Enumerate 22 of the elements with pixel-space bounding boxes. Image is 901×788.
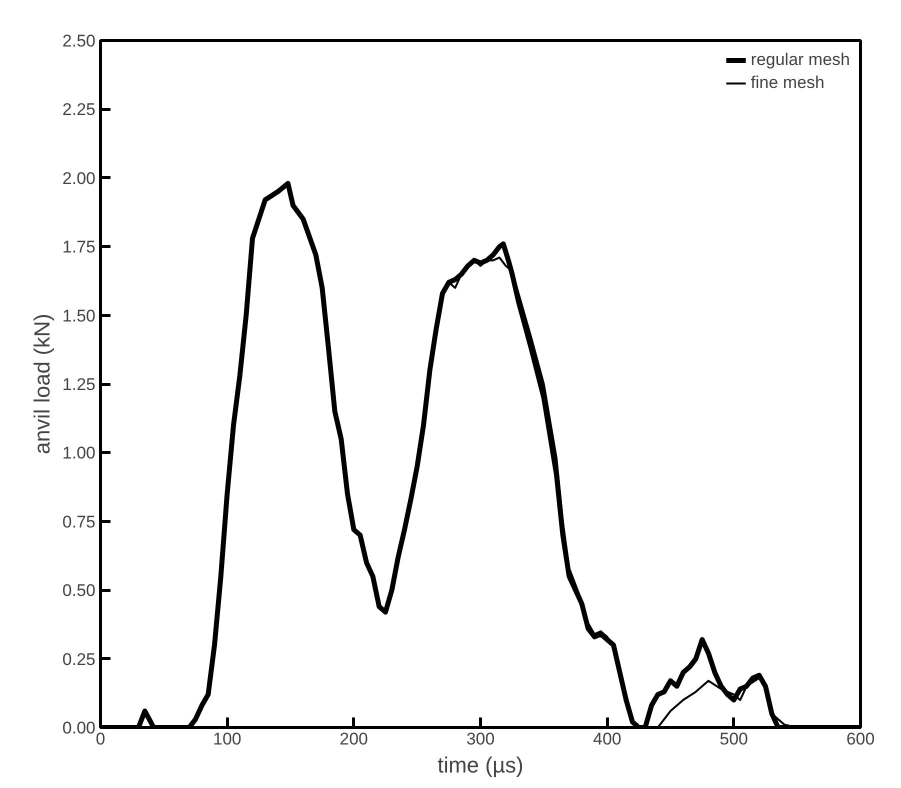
y-tick-label: 1.00	[62, 444, 96, 463]
y-tick-label: 2.25	[62, 100, 96, 120]
x-tick-label: 300	[466, 730, 495, 748]
y-axis-title: anvil load (kN)	[29, 314, 54, 454]
x-tick-label: 100	[212, 730, 242, 748]
legend-label: fine mesh	[750, 73, 824, 93]
y-tick-label: 0.50	[62, 581, 96, 600]
legend-label: regular mesh	[750, 50, 850, 70]
y-tick-label: 0.00	[62, 718, 96, 738]
x-tick-label: 600	[846, 730, 875, 748]
y-tick-label: 1.75	[62, 238, 96, 257]
y-tick-label: 0.75	[62, 512, 96, 532]
x-axis-title: time (µs)	[438, 752, 524, 778]
x-tick-label: 200	[340, 730, 368, 748]
y-tick-label: 0.25	[62, 650, 96, 669]
y-tick-label: 1.50	[62, 306, 96, 326]
x-tick-label: 500	[720, 730, 748, 748]
y-tick-label: 2.00	[62, 168, 96, 188]
y-tick-label: 2.50	[62, 32, 96, 50]
x-tick-label: 400	[592, 730, 622, 748]
x-tick-label: 0	[96, 730, 106, 748]
y-tick-label: 1.25	[62, 375, 96, 394]
